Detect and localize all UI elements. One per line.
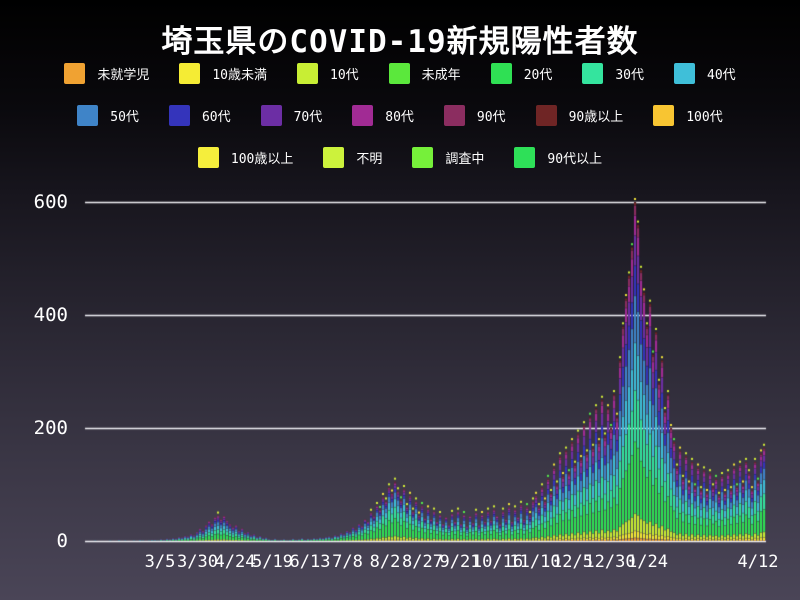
legend-item: 90代以上 bbox=[514, 146, 603, 168]
legend-label: 10代 bbox=[330, 67, 359, 83]
legend-item: 30代 bbox=[582, 62, 644, 84]
legend-color-swatch-icon bbox=[260, 104, 282, 126]
legend-item: 60代 bbox=[168, 104, 231, 126]
legend-item: 不明 bbox=[323, 146, 383, 168]
legend-color-swatch-icon bbox=[490, 62, 512, 84]
legend-label: 90代 bbox=[476, 109, 506, 125]
legend-color-swatch-icon bbox=[514, 146, 536, 168]
legend-color-swatch-icon bbox=[297, 62, 319, 84]
legend-color-swatch-icon bbox=[582, 62, 604, 84]
legend-color-swatch-icon bbox=[412, 146, 434, 168]
legend-label: 50代 bbox=[110, 109, 139, 125]
legend-color-swatch-icon bbox=[535, 104, 557, 126]
legend-label: 80代 bbox=[385, 109, 414, 125]
legend-label: 不明 bbox=[356, 151, 383, 167]
legend-item: 調査中 bbox=[412, 146, 485, 168]
legend-item: 50代 bbox=[77, 104, 139, 126]
x-axis-label: 3/5 bbox=[144, 552, 176, 572]
x-axis-label: 12/5 bbox=[552, 552, 593, 572]
legend-label: 10歳未満 bbox=[212, 67, 268, 83]
legend-row-2: 50代 60代 70代 80代 90代 90歳以上 100代 bbox=[0, 102, 800, 128]
legend-color-swatch-icon bbox=[64, 62, 86, 84]
x-axis-label: 4/24 bbox=[214, 552, 256, 572]
legend-item: 20代 bbox=[490, 62, 553, 84]
x-axis-label: 11/10 bbox=[509, 552, 561, 572]
x-axis-label: 9/21 bbox=[439, 552, 481, 572]
x-axis-label: 8/2 bbox=[369, 552, 401, 572]
legend-row-1: 未就学児 10歳未満 10代 未成年 20代 30代 40代 bbox=[0, 60, 800, 86]
legend-label: 30代 bbox=[615, 67, 644, 83]
y-axis-label: 600 bbox=[33, 191, 68, 213]
legend-row-3: 100歳以上 不明 調査中 90代以上 bbox=[0, 144, 800, 170]
legend-color-swatch-icon bbox=[352, 104, 374, 126]
legend-item: 100歳以上 bbox=[197, 146, 294, 168]
chart-title: 埼玉県のCOVID-19新規陽性者数 bbox=[161, 24, 639, 60]
legend-color-swatch-icon bbox=[168, 104, 190, 126]
y-axis-label: 400 bbox=[33, 304, 68, 326]
x-axis-label: 4/12 bbox=[737, 552, 779, 572]
legend-color-swatch-icon bbox=[197, 146, 219, 168]
legend-color-swatch-icon bbox=[443, 104, 465, 126]
x-axis-label: 3/30 bbox=[177, 552, 218, 572]
legend-label: 90歳以上 bbox=[568, 109, 624, 125]
x-axis-label: 5/19 bbox=[252, 552, 293, 572]
x-axis-label: 8/27 bbox=[402, 552, 443, 572]
legend-item: 70代 bbox=[260, 104, 323, 126]
legend-item: 10代 bbox=[297, 62, 359, 84]
legend-label: 90代以上 bbox=[547, 151, 603, 167]
legend-label: 40代 bbox=[707, 67, 736, 83]
legend: 未就学児 10歳未満 10代 未成年 20代 30代 40代 50代 60代 70代 80代 90代 9… bbox=[0, 60, 800, 186]
legend-item: 80代 bbox=[352, 104, 414, 126]
x-axis-label: 12/30 bbox=[584, 552, 636, 572]
legend-label: 70代 bbox=[293, 109, 323, 125]
legend-label: 未就学児 bbox=[97, 67, 150, 83]
legend-label: 未成年 bbox=[421, 67, 461, 83]
legend-label: 100代 bbox=[686, 109, 723, 125]
y-axis-label: 200 bbox=[33, 417, 68, 439]
legend-label: 100歳以上 bbox=[230, 151, 294, 167]
legend-item: 10歳未満 bbox=[179, 62, 268, 84]
legend-label: 60代 bbox=[201, 109, 231, 125]
x-axis-label: 1/24 bbox=[627, 552, 668, 572]
legend-color-swatch-icon bbox=[674, 62, 695, 84]
legend-color-swatch-icon bbox=[179, 62, 201, 84]
x-axis-label: 10/16 bbox=[471, 552, 524, 572]
x-axis-label: 6/13 bbox=[289, 552, 331, 572]
legend-label: 20代 bbox=[523, 67, 553, 83]
legend-color-swatch-icon bbox=[653, 104, 675, 126]
legend-item: 40代 bbox=[674, 62, 736, 84]
legend-color-swatch-icon bbox=[77, 104, 99, 126]
legend-item: 90代 bbox=[443, 104, 506, 126]
x-axis-label: 7/8 bbox=[332, 552, 363, 572]
legend-item: 90歳以上 bbox=[535, 104, 624, 126]
legend-label: 調査中 bbox=[445, 151, 485, 167]
legend-item: 100代 bbox=[653, 104, 723, 126]
legend-item: 未就学児 bbox=[64, 62, 150, 84]
legend-color-swatch-icon bbox=[323, 146, 345, 168]
legend-item: 未成年 bbox=[388, 62, 461, 84]
y-axis-label: 0 bbox=[56, 530, 68, 552]
legend-color-swatch-icon bbox=[388, 62, 410, 84]
